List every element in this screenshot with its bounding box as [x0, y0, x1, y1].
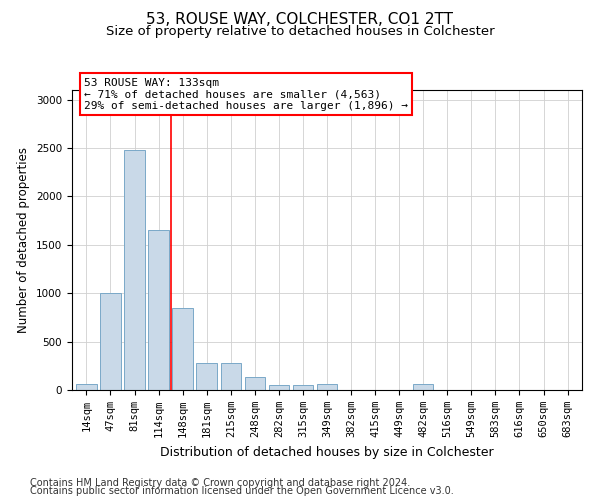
Bar — [413, 384, 433, 390]
Bar — [317, 384, 337, 390]
Bar — [221, 363, 241, 390]
Text: Size of property relative to detached houses in Colchester: Size of property relative to detached ho… — [106, 25, 494, 38]
Bar — [196, 363, 217, 390]
Bar — [124, 150, 145, 390]
Text: 53, ROUSE WAY, COLCHESTER, CO1 2TT: 53, ROUSE WAY, COLCHESTER, CO1 2TT — [146, 12, 454, 28]
Bar — [269, 385, 289, 390]
Text: Contains public sector information licensed under the Open Government Licence v3: Contains public sector information licen… — [30, 486, 454, 496]
Bar — [148, 230, 169, 390]
Y-axis label: Number of detached properties: Number of detached properties — [17, 147, 31, 333]
Bar — [172, 308, 193, 390]
Text: 53 ROUSE WAY: 133sqm
← 71% of detached houses are smaller (4,563)
29% of semi-de: 53 ROUSE WAY: 133sqm ← 71% of detached h… — [84, 78, 408, 110]
X-axis label: Distribution of detached houses by size in Colchester: Distribution of detached houses by size … — [160, 446, 494, 458]
Bar — [293, 385, 313, 390]
Text: Contains HM Land Registry data © Crown copyright and database right 2024.: Contains HM Land Registry data © Crown c… — [30, 478, 410, 488]
Bar — [245, 378, 265, 390]
Bar — [76, 384, 97, 390]
Bar — [100, 293, 121, 390]
